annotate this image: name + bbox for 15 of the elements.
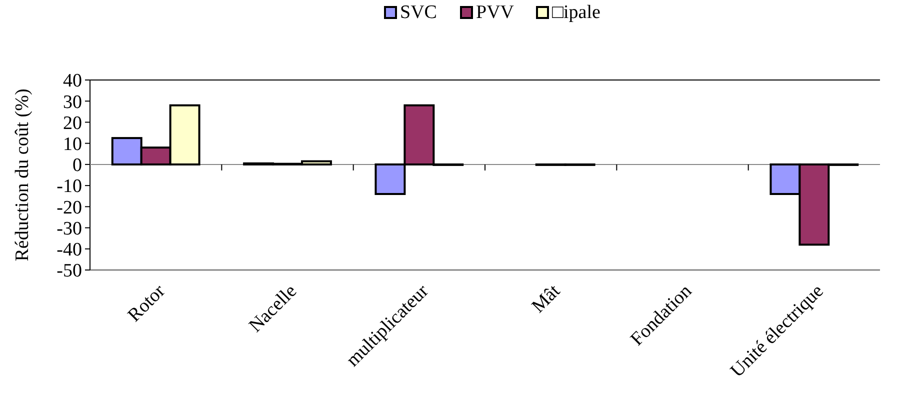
- legend-label: PVV: [476, 2, 514, 23]
- y-tick-label: 40: [63, 70, 82, 92]
- y-tick-label: -10: [56, 176, 82, 198]
- y-tick-label: 10: [63, 134, 82, 155]
- y-tick-label: 20: [63, 112, 82, 134]
- y-tick-label: 30: [63, 92, 82, 113]
- y-tick-label: 0: [72, 155, 82, 176]
- y-tick-label: -30: [56, 218, 82, 240]
- legend-label: □ipale: [552, 2, 600, 23]
- y-tick-label: -50: [56, 260, 82, 282]
- y-tick-label: -20: [56, 197, 82, 218]
- x-tick-label: Mât: [528, 280, 565, 318]
- y-tick-label: -40: [56, 240, 82, 261]
- y-axis-title: Réduction du coût (%): [12, 88, 33, 262]
- legend-label: SVC: [400, 2, 437, 23]
